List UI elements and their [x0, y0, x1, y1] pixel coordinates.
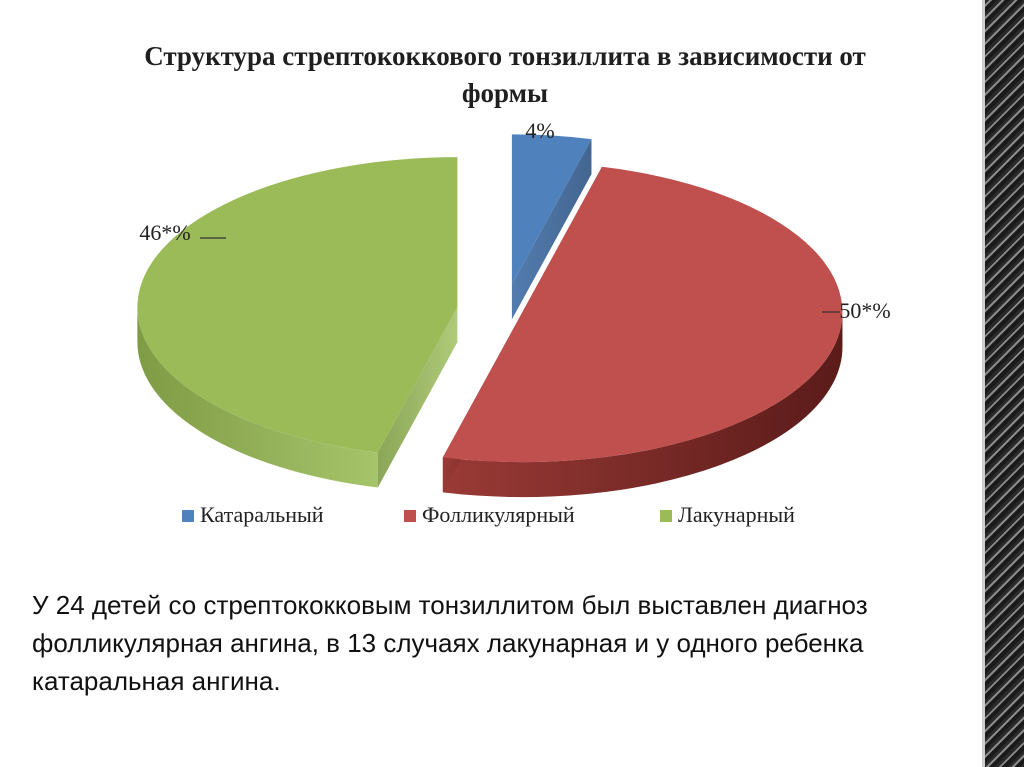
slide-decorative-border — [985, 0, 1024, 767]
legend-swatch-1 — [182, 510, 194, 522]
slide-border-edge — [982, 0, 986, 767]
slice-side-2 — [442, 312, 843, 498]
data-label-3: 46*% — [139, 220, 190, 245]
slice-face-3-0 — [377, 307, 458, 488]
legend-item-1: Катаральный — [182, 502, 324, 527]
legend-label-1: Катаральный — [200, 502, 324, 527]
chart-title: Структура стрептококкового тонзиллита в … — [144, 41, 866, 108]
caption-text: У 24 детей со стрептококковым тонзиллито… — [32, 590, 868, 696]
legend-label-3: Лакунарный — [678, 502, 795, 527]
data-label-1: 4% — [525, 118, 554, 143]
pie-slice-1 — [511, 134, 592, 285]
slide: Структура стрептококкового тонзиллита в … — [32, 41, 891, 696]
pie-slice-3 — [137, 157, 458, 453]
legend-item-3: Лакунарный — [660, 502, 795, 527]
slice-face-1-1 — [511, 139, 592, 320]
slice-side-3 — [137, 307, 378, 488]
legend-item-2: Фолликулярный — [404, 502, 575, 527]
legend: Катаральный Фолликулярный Лакунарный — [182, 502, 795, 527]
legend-label-2: Фолликулярный — [422, 502, 575, 527]
legend-swatch-3 — [660, 510, 672, 522]
data-label-2: 50*% — [839, 298, 890, 323]
legend-swatch-2 — [404, 510, 416, 522]
pie-slice-2 — [442, 166, 843, 463]
pie-chart: 4% 50*% 46*% Катаральный Фолликулярный Лакун… — [137, 118, 891, 527]
